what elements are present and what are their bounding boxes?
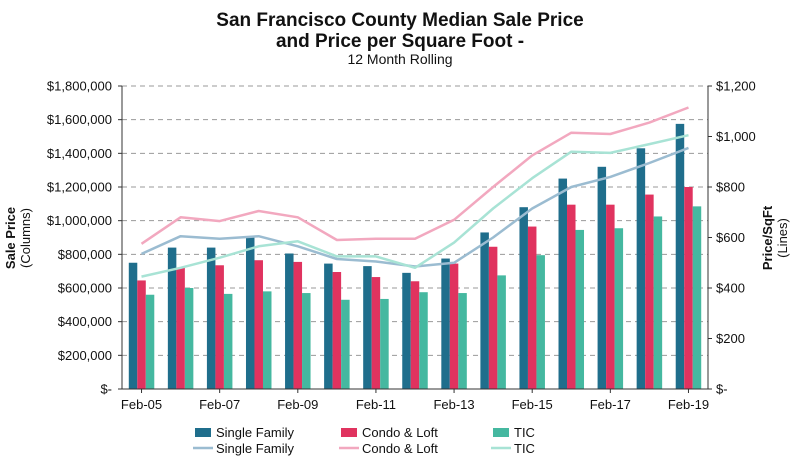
bar-condo-loft [645, 194, 654, 389]
bar-single-family [480, 232, 489, 389]
bar-condo-loft [254, 260, 263, 389]
bar-condo-loft [684, 187, 693, 389]
bar-single-family [402, 272, 411, 389]
bar-condo-loft [371, 277, 381, 389]
bar-single-family [128, 262, 138, 389]
legend-swatch-bar [493, 428, 509, 437]
bar-condo-loft [527, 226, 537, 389]
legend-label-line: TIC [514, 441, 535, 456]
bar-tic [614, 228, 624, 389]
bar-single-family [167, 247, 177, 389]
legend-label-line: Condo & Loft [362, 441, 438, 456]
line-series-group [140, 106, 689, 278]
bar-tic [575, 229, 585, 389]
legend: Single Family Condo & Loft TIC Single Famil… [193, 425, 535, 456]
bar-condo-loft [410, 281, 420, 389]
bar-tic [653, 216, 663, 389]
legend-swatch-bar [195, 428, 211, 437]
left-axis-subtitle: (Columns) [18, 208, 33, 268]
bar-tic [302, 293, 311, 389]
chart-subtitle: 12 Month Rolling [347, 51, 452, 67]
bar-condo-loft [176, 267, 185, 389]
left-axis-title: Sale Price [3, 207, 18, 269]
legend-label-bar: Condo & Loft [362, 425, 438, 440]
chart-title-line2: and Price per Square Foot - [276, 31, 524, 52]
left-axis-ticks: $- $200,000 $400,000 $600,000 $800,000 $1,000… [47, 79, 122, 397]
right-tick-label: $- [716, 382, 728, 397]
bar-tic [341, 299, 350, 389]
legend-label-bar: TIC [514, 425, 535, 440]
right-tick-label: $1,200 [716, 79, 756, 94]
left-tick-label: $1,000,000 [47, 213, 112, 228]
x-tick-label: Feb-05 [121, 397, 162, 412]
right-axis-ticks: $- $200 $400 $600 $800 $1,000 $1,200 [708, 79, 756, 397]
legend-label-line: Single Family [216, 441, 295, 456]
bar-single-family [206, 247, 216, 389]
right-axis-subtitle: (Lines) [775, 218, 790, 258]
bar-condo-loft [332, 272, 342, 389]
legend-label-bar: Single Family [216, 425, 295, 440]
bar-tic [536, 255, 545, 389]
x-tick-label: Feb-13 [433, 397, 474, 412]
x-tick-label: Feb-11 [356, 397, 396, 412]
bar-single-family [558, 178, 568, 389]
x-tick-label: Feb-09 [277, 397, 318, 412]
right-tick-label: $800 [716, 180, 745, 195]
bar-tic [223, 293, 233, 389]
left-tick-label: $200,000 [58, 348, 112, 363]
bar-tic [497, 275, 506, 389]
left-tick-label: $800,000 [58, 247, 112, 262]
bar-single-family [245, 237, 255, 389]
right-tick-label: $200 [716, 331, 745, 346]
bar-series-group [128, 123, 702, 389]
legend-swatch-bar [341, 428, 357, 437]
bar-tic [145, 294, 155, 389]
bar-condo-loft [137, 280, 146, 389]
x-tick-label: Feb-17 [590, 397, 631, 412]
left-tick-label: $1,800,000 [47, 79, 112, 94]
left-tick-label: $- [100, 382, 112, 397]
line-tic [141, 133, 689, 278]
bar-tic [380, 298, 389, 389]
left-tick-label: $1,600,000 [47, 112, 112, 127]
bar-single-family [441, 258, 450, 389]
bar-condo-loft [215, 265, 224, 389]
bar-condo-loft [606, 204, 615, 389]
right-tick-label: $600 [716, 230, 745, 245]
chart-title-line1: San Francisco County Median Sale Price [216, 10, 583, 31]
bar-tic [184, 288, 194, 389]
right-tick-label: $400 [716, 281, 745, 296]
bar-condo-loft [293, 261, 303, 389]
bar-single-family [519, 207, 528, 389]
x-tick-label: Feb-07 [199, 397, 240, 412]
right-axis-title: Price/SqFt [760, 205, 775, 270]
right-tick-label: $1,000 [716, 129, 756, 144]
bar-condo-loft [488, 246, 498, 389]
bar-single-family [363, 266, 372, 389]
bar-tic [262, 291, 272, 389]
left-tick-label: $600,000 [58, 281, 112, 296]
bar-tic [692, 206, 702, 389]
bar-tic [458, 293, 467, 389]
bar-single-family [285, 253, 294, 389]
line-condo-loft [140, 106, 689, 245]
x-axis-ticks: Feb-05 Feb-07 Feb-09 Feb-11 Feb-13 Feb-15 Feb-… [121, 389, 709, 412]
x-tick-label: Feb-15 [512, 397, 553, 412]
bar-condo-loft [449, 263, 459, 389]
left-tick-label: $1,400,000 [47, 146, 112, 161]
left-tick-label: $1,200,000 [47, 180, 112, 195]
left-tick-label: $400,000 [58, 314, 112, 329]
x-tick-label: Feb-19 [668, 397, 709, 412]
bar-single-family [597, 166, 607, 389]
bar-tic [419, 292, 428, 389]
bar-single-family [675, 123, 685, 389]
bar-single-family [324, 263, 333, 389]
bar-condo-loft [567, 204, 576, 389]
bar-single-family [636, 148, 646, 389]
